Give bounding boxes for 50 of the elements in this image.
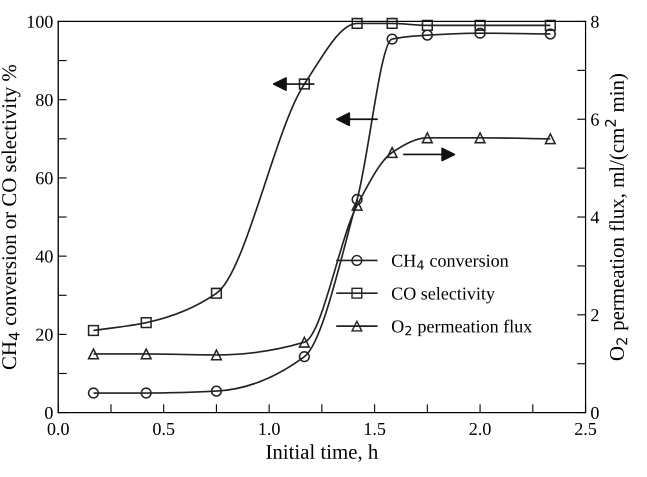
point xyxy=(210,385,222,397)
y-tick-label: 40 xyxy=(36,250,53,263)
point xyxy=(140,348,152,360)
point xyxy=(544,20,556,31)
y2-tick-label: 2 xyxy=(591,309,598,322)
legend-label: CH$_{4}$ conversion xyxy=(392,254,508,270)
y-tick-label: 80 xyxy=(36,94,53,106)
point xyxy=(351,194,363,206)
y-tick-label: 100 xyxy=(28,16,53,28)
y2-tick-label: 0 xyxy=(591,406,599,420)
point xyxy=(351,18,363,30)
point xyxy=(298,351,310,362)
y2-axis-title: O$_{2}$ permeation flux, ml/(cm$^{2}$ min) xyxy=(604,74,628,360)
point xyxy=(544,133,556,144)
x-tick-label: 2.5 xyxy=(575,422,596,436)
x-axis-title: Initial time, h xyxy=(266,444,378,462)
point xyxy=(210,288,222,299)
x-tick-label: 1.5 xyxy=(364,422,386,436)
point xyxy=(386,33,398,45)
y-tick-label: 20 xyxy=(36,328,53,341)
point xyxy=(386,146,398,158)
point xyxy=(544,28,556,40)
point xyxy=(88,387,100,399)
point xyxy=(474,28,486,39)
point xyxy=(351,200,363,211)
point xyxy=(210,349,222,361)
x-tick-label: 0.0 xyxy=(48,422,69,436)
y-tick-label: 0 xyxy=(45,406,53,420)
point xyxy=(474,132,486,144)
point xyxy=(422,20,433,31)
legend-label: O$_{2}$ permeation flux xyxy=(392,320,532,336)
point xyxy=(474,20,486,31)
point xyxy=(422,30,433,41)
point xyxy=(422,132,433,144)
point xyxy=(298,336,310,348)
y2-tick-label: 8 xyxy=(591,16,599,28)
x-tick-label: 1.0 xyxy=(259,422,280,436)
y-tick-label: 60 xyxy=(36,172,53,184)
point xyxy=(88,348,100,360)
y2-tick-label: 6 xyxy=(591,114,599,126)
point xyxy=(140,317,152,328)
point xyxy=(386,18,398,30)
x-tick-label: 0.5 xyxy=(153,422,174,436)
y-axis-title: CH$_{4}$ conversion or CO selectivity % xyxy=(2,64,21,370)
point xyxy=(88,324,100,336)
point xyxy=(298,78,310,90)
y2-tick-label: 4 xyxy=(590,211,600,224)
legend-label: CO selectivity xyxy=(392,286,495,304)
x-tick-label: 2.0 xyxy=(470,422,491,436)
point xyxy=(140,387,152,399)
